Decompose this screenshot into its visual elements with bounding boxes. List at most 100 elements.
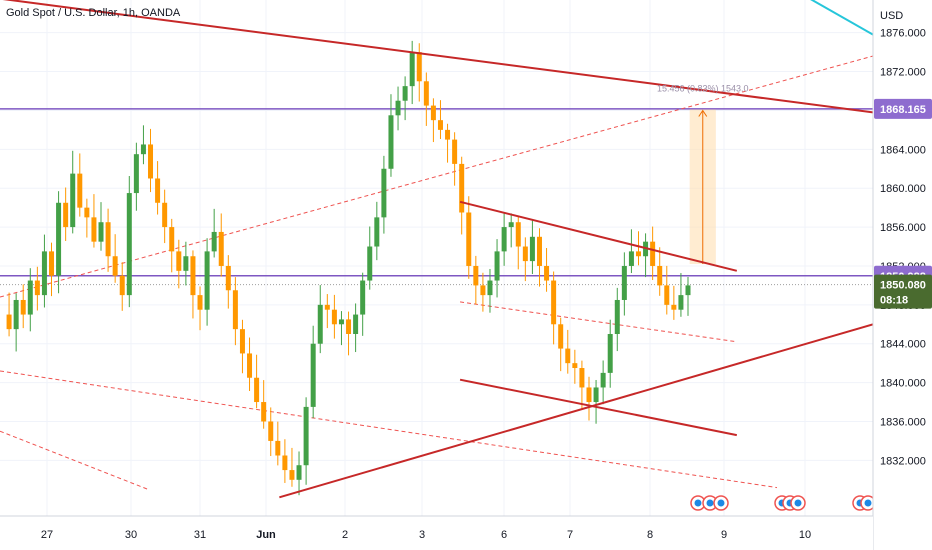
candle-up[interactable] — [685, 285, 691, 296]
candle-down[interactable] — [572, 363, 578, 369]
candle-up[interactable] — [494, 251, 500, 281]
candle-down[interactable] — [105, 222, 111, 257]
candle-down[interactable] — [169, 227, 175, 252]
candle-down[interactable] — [671, 304, 677, 310]
candle-down[interactable] — [423, 81, 429, 106]
candle-up[interactable] — [303, 406, 309, 466]
candle-down[interactable] — [565, 348, 571, 364]
candle-up[interactable] — [98, 222, 104, 242]
candle-down[interactable] — [635, 251, 641, 257]
candle-down[interactable] — [544, 265, 550, 281]
time-axis[interactable]: 27 30 31 Jun 2 3 6 7 8 9 10 — [0, 515, 873, 550]
price-axis[interactable]: USD 1876.0001872.0001868.0001864.0001860… — [872, 0, 932, 550]
candle-down[interactable] — [148, 144, 154, 179]
candle-down[interactable] — [247, 353, 253, 378]
dashed-trendline[interactable] — [0, 370, 778, 489]
candle-up[interactable] — [614, 299, 620, 334]
candle-up[interactable] — [126, 193, 132, 296]
candle-up[interactable] — [56, 202, 62, 276]
candle-up[interactable] — [211, 231, 217, 252]
candle-down[interactable] — [551, 280, 557, 325]
candle-down[interactable] — [49, 251, 55, 276]
candle-down[interactable] — [466, 212, 472, 266]
candle-down[interactable] — [480, 285, 486, 296]
candle-up[interactable] — [529, 236, 535, 262]
candle-up[interactable] — [296, 465, 302, 480]
candle-up[interactable] — [395, 100, 401, 116]
candle-down[interactable] — [445, 129, 451, 140]
candle-down[interactable] — [34, 280, 40, 296]
candle-down[interactable] — [232, 290, 238, 330]
candle-up[interactable] — [13, 299, 19, 330]
candle-down[interactable] — [225, 265, 231, 291]
candle-up[interactable] — [133, 154, 139, 194]
candle-down[interactable] — [239, 329, 245, 354]
candle-down[interactable] — [119, 275, 125, 296]
candle-up[interactable] — [508, 222, 514, 228]
candle-down[interactable] — [63, 202, 69, 228]
candle-up[interactable] — [27, 280, 33, 315]
candle-down[interactable] — [289, 470, 295, 480]
candle-up[interactable] — [678, 295, 684, 310]
candle-up[interactable] — [41, 251, 47, 296]
candle-up[interactable] — [204, 251, 210, 310]
candle-up[interactable] — [367, 246, 373, 281]
candle-up[interactable] — [402, 86, 408, 101]
candle-down[interactable] — [275, 440, 281, 456]
candle-down[interactable] — [155, 178, 161, 203]
candle-down[interactable] — [586, 387, 592, 403]
candle-up[interactable] — [621, 265, 627, 300]
candle-down[interactable] — [20, 299, 26, 315]
candle-up[interactable] — [317, 304, 323, 344]
candle-down[interactable] — [346, 319, 352, 334]
candle-down[interactable] — [579, 368, 585, 388]
candle-up[interactable] — [388, 115, 394, 169]
trendline-channel-upper[interactable] — [459, 200, 738, 272]
dashed-trendline[interactable] — [459, 301, 737, 343]
candle-down[interactable] — [84, 207, 90, 218]
candle-up[interactable] — [628, 251, 634, 266]
candle-down[interactable] — [650, 241, 656, 266]
candle-up[interactable] — [353, 314, 359, 334]
candle-down[interactable] — [190, 256, 196, 296]
trendline-upper-resistance[interactable] — [0, 0, 873, 114]
candle-down[interactable] — [197, 295, 203, 310]
trendline-top-right-cyan[interactable] — [716, 0, 873, 36]
candle-down[interactable] — [430, 105, 436, 121]
trendline-channel-lower[interactable] — [459, 378, 738, 437]
candle-up[interactable] — [374, 217, 380, 247]
candle-down[interactable] — [664, 285, 670, 305]
candle-down[interactable] — [282, 455, 288, 471]
candle-up[interactable] — [310, 343, 316, 407]
candle-down[interactable] — [473, 265, 479, 286]
candle-down[interactable] — [331, 309, 337, 325]
candle-down[interactable] — [218, 231, 224, 266]
candle-up[interactable] — [409, 52, 415, 87]
candle-down[interactable] — [515, 222, 521, 247]
candle-up[interactable] — [607, 334, 613, 373]
trendline-rising-support[interactable] — [279, 323, 873, 499]
dashed-trendline[interactable] — [0, 55, 873, 298]
candle-down[interactable] — [254, 377, 260, 403]
candle-down[interactable] — [176, 251, 182, 271]
candle-down[interactable] — [437, 120, 443, 130]
candle-up[interactable] — [183, 256, 189, 271]
candle-down[interactable] — [261, 402, 267, 422]
candle-down[interactable] — [112, 256, 118, 276]
candle-down[interactable] — [522, 246, 528, 262]
candle-up[interactable] — [70, 173, 76, 228]
candle-down[interactable] — [77, 173, 83, 208]
candle-down[interactable] — [162, 202, 168, 228]
candle-up[interactable] — [360, 280, 366, 315]
candle-down[interactable] — [657, 265, 663, 286]
candle-down[interactable] — [6, 314, 12, 330]
candle-up[interactable] — [338, 319, 344, 325]
candle-up[interactable] — [381, 168, 387, 218]
candle-down[interactable] — [558, 324, 564, 349]
candle-down[interactable] — [268, 421, 274, 441]
candle-down[interactable] — [91, 217, 97, 242]
plot-area[interactable] — [0, 0, 875, 511]
candle-up[interactable] — [593, 387, 599, 403]
